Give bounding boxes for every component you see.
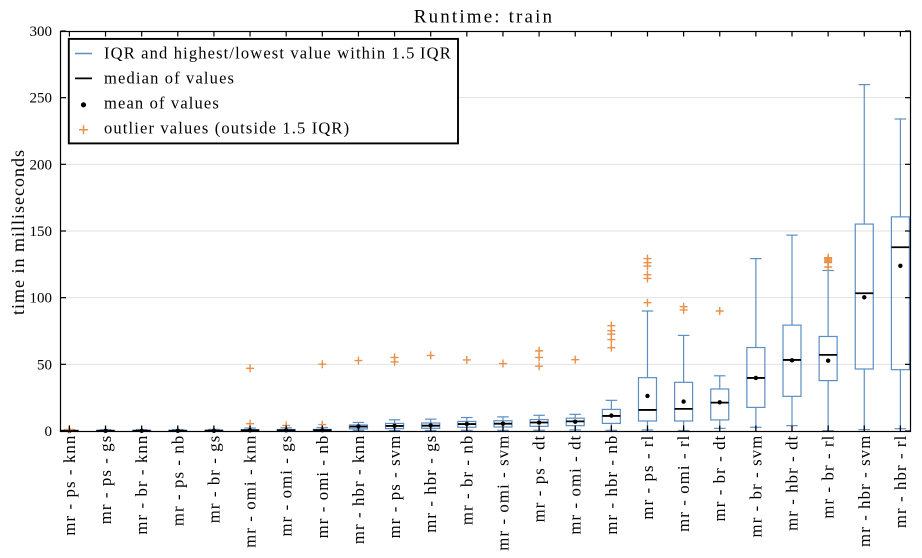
svg-text:150: 150 xyxy=(30,224,53,240)
svg-text:250: 250 xyxy=(30,91,53,107)
svg-text:mr - ps - svm: mr - ps - svm xyxy=(385,435,404,539)
svg-text:mr - omi - svm: mr - omi - svm xyxy=(493,435,512,551)
svg-text:mr - omi - nb: mr - omi - nb xyxy=(313,435,332,539)
svg-text:mr - ps - nb: mr - ps - nb xyxy=(168,435,187,527)
svg-text:IQR and highest/lowest value w: IQR and highest/lowest value within 1.5 … xyxy=(104,44,452,63)
svg-text:mr - hbr - gs: mr - hbr - gs xyxy=(421,435,440,533)
svg-text:mr - omi - knn: mr - omi - knn xyxy=(241,435,260,548)
svg-text:mean of values: mean of values xyxy=(104,94,220,113)
svg-text:mr - ps - rl: mr - ps - rl xyxy=(638,435,657,520)
svg-text:mr - omi - rl: mr - omi - rl xyxy=(674,435,693,532)
svg-text:outlier values (outside 1.5 IQ: outlier values (outside 1.5 IQR) xyxy=(104,118,350,137)
svg-text:0: 0 xyxy=(45,424,53,440)
svg-text:mr - br - svm: mr - br - svm xyxy=(746,435,765,538)
svg-text:mr - ps - knn: mr - ps - knn xyxy=(60,435,79,536)
svg-text:Runtime: train: Runtime: train xyxy=(414,7,554,28)
svg-text:mr - br - dt: mr - br - dt xyxy=(710,435,729,522)
svg-text:mr - omi - dt: mr - omi - dt xyxy=(566,435,585,535)
svg-text:300: 300 xyxy=(30,24,53,40)
svg-text:time in milliseconds: time in milliseconds xyxy=(8,149,28,315)
svg-text:mr - hbr - knn: mr - hbr - knn xyxy=(349,435,368,545)
svg-text:mr - hbr - dt: mr - hbr - dt xyxy=(783,435,802,531)
svg-text:100: 100 xyxy=(30,291,53,307)
svg-text:200: 200 xyxy=(30,157,53,173)
svg-text:mr - omi - gs: mr - omi - gs xyxy=(277,435,296,537)
svg-text:50: 50 xyxy=(37,357,52,373)
svg-text:median of values: median of values xyxy=(104,69,235,88)
svg-text:mr - br - nb: mr - br - nb xyxy=(457,435,476,526)
svg-text:mr - ps - gs: mr - ps - gs xyxy=(96,435,115,525)
svg-text:mr - hbr - svm: mr - hbr - svm xyxy=(855,435,874,547)
svg-text:mr - br - rl: mr - br - rl xyxy=(819,435,838,519)
svg-text:mr - hbr - rl: mr - hbr - rl xyxy=(891,435,910,529)
svg-text:mr - br - knn: mr - br - knn xyxy=(132,435,151,535)
svg-text:mr - hbr - nb: mr - hbr - nb xyxy=(602,435,621,535)
svg-text:mr - br - gs: mr - br - gs xyxy=(204,435,223,524)
svg-text:mr - ps - dt: mr - ps - dt xyxy=(530,435,549,523)
